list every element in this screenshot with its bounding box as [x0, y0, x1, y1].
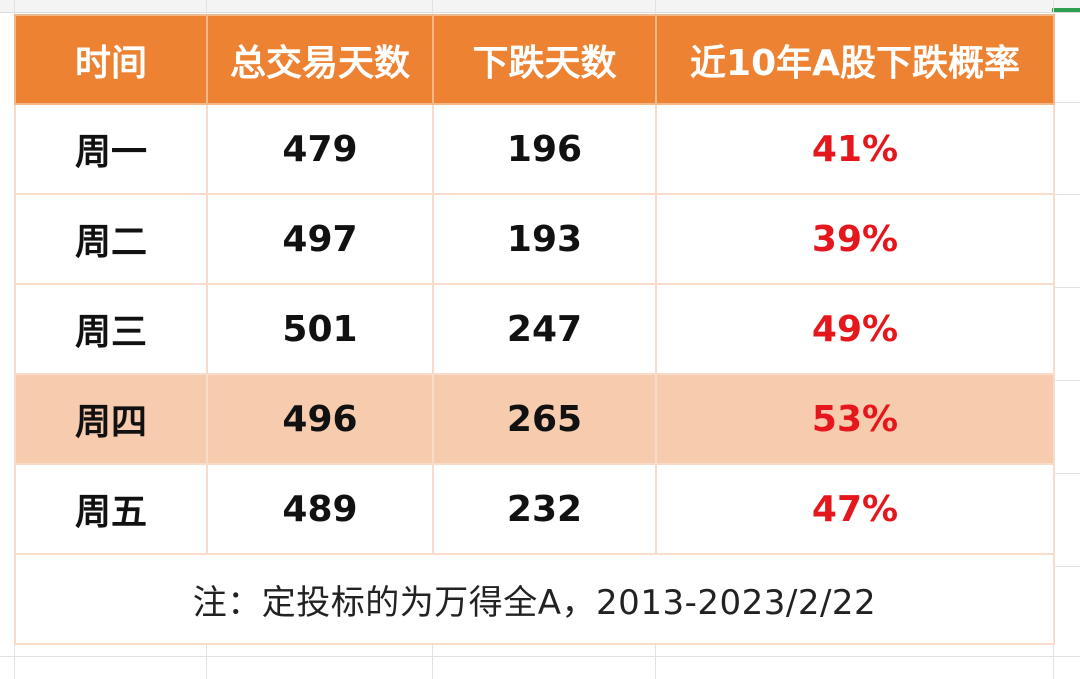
table-row: 周五 489 232 47% — [14, 463, 1055, 555]
gridline — [0, 656, 1080, 657]
cell-down[interactable]: 247 — [432, 283, 657, 375]
header-cell-total-days[interactable]: 总交易天数 — [206, 14, 434, 105]
header-cell-down-days[interactable]: 下跌天数 — [432, 14, 657, 105]
gridline — [1053, 102, 1080, 103]
table-row-highlighted: 周四 496 265 53% — [14, 373, 1055, 465]
table-row: 周一 479 196 41% — [14, 103, 1055, 195]
cell-total[interactable]: 479 — [206, 103, 434, 195]
footnote-cell[interactable]: 注：定投标的为万得全A，2013-2023/2/22 — [14, 553, 1055, 645]
cell-day[interactable]: 周二 — [14, 193, 208, 285]
gridline — [1053, 473, 1080, 474]
cell-probability[interactable]: 47% — [655, 463, 1055, 555]
gridline — [1053, 380, 1080, 381]
header-cell-down-probability[interactable]: 近10年A股下跌概率 — [655, 14, 1055, 105]
cell-down[interactable]: 265 — [432, 373, 657, 465]
header-cell-time[interactable]: 时间 — [14, 14, 208, 105]
gridline — [1053, 566, 1080, 567]
note-row: 注：定投标的为万得全A，2013-2023/2/22 — [14, 553, 1055, 645]
cell-probability[interactable]: 39% — [655, 193, 1055, 285]
cell-day[interactable]: 周四 — [14, 373, 208, 465]
cell-total[interactable]: 496 — [206, 373, 434, 465]
selection-marker — [1052, 8, 1080, 12]
cell-total[interactable]: 497 — [206, 193, 434, 285]
probability-table: 时间 总交易天数 下跌天数 近10年A股下跌概率 周一 479 196 41% … — [14, 14, 1055, 645]
cell-probability[interactable]: 41% — [655, 103, 1055, 195]
cell-probability[interactable]: 53% — [655, 373, 1055, 465]
cell-down[interactable]: 232 — [432, 463, 657, 555]
cell-probability[interactable]: 49% — [655, 283, 1055, 375]
header-row: 时间 总交易天数 下跌天数 近10年A股下跌概率 — [14, 14, 1055, 105]
cell-down[interactable]: 193 — [432, 193, 657, 285]
table-row: 周二 497 193 39% — [14, 193, 1055, 285]
cell-total[interactable]: 501 — [206, 283, 434, 375]
cell-day[interactable]: 周五 — [14, 463, 208, 555]
cell-day[interactable]: 周一 — [14, 103, 208, 195]
cell-day[interactable]: 周三 — [14, 283, 208, 375]
gridline — [1053, 287, 1080, 288]
cell-total[interactable]: 489 — [206, 463, 434, 555]
sheet-top-strip — [0, 0, 1080, 13]
table-row: 周三 501 247 49% — [14, 283, 1055, 375]
cell-down[interactable]: 196 — [432, 103, 657, 195]
gridline — [1053, 194, 1080, 195]
